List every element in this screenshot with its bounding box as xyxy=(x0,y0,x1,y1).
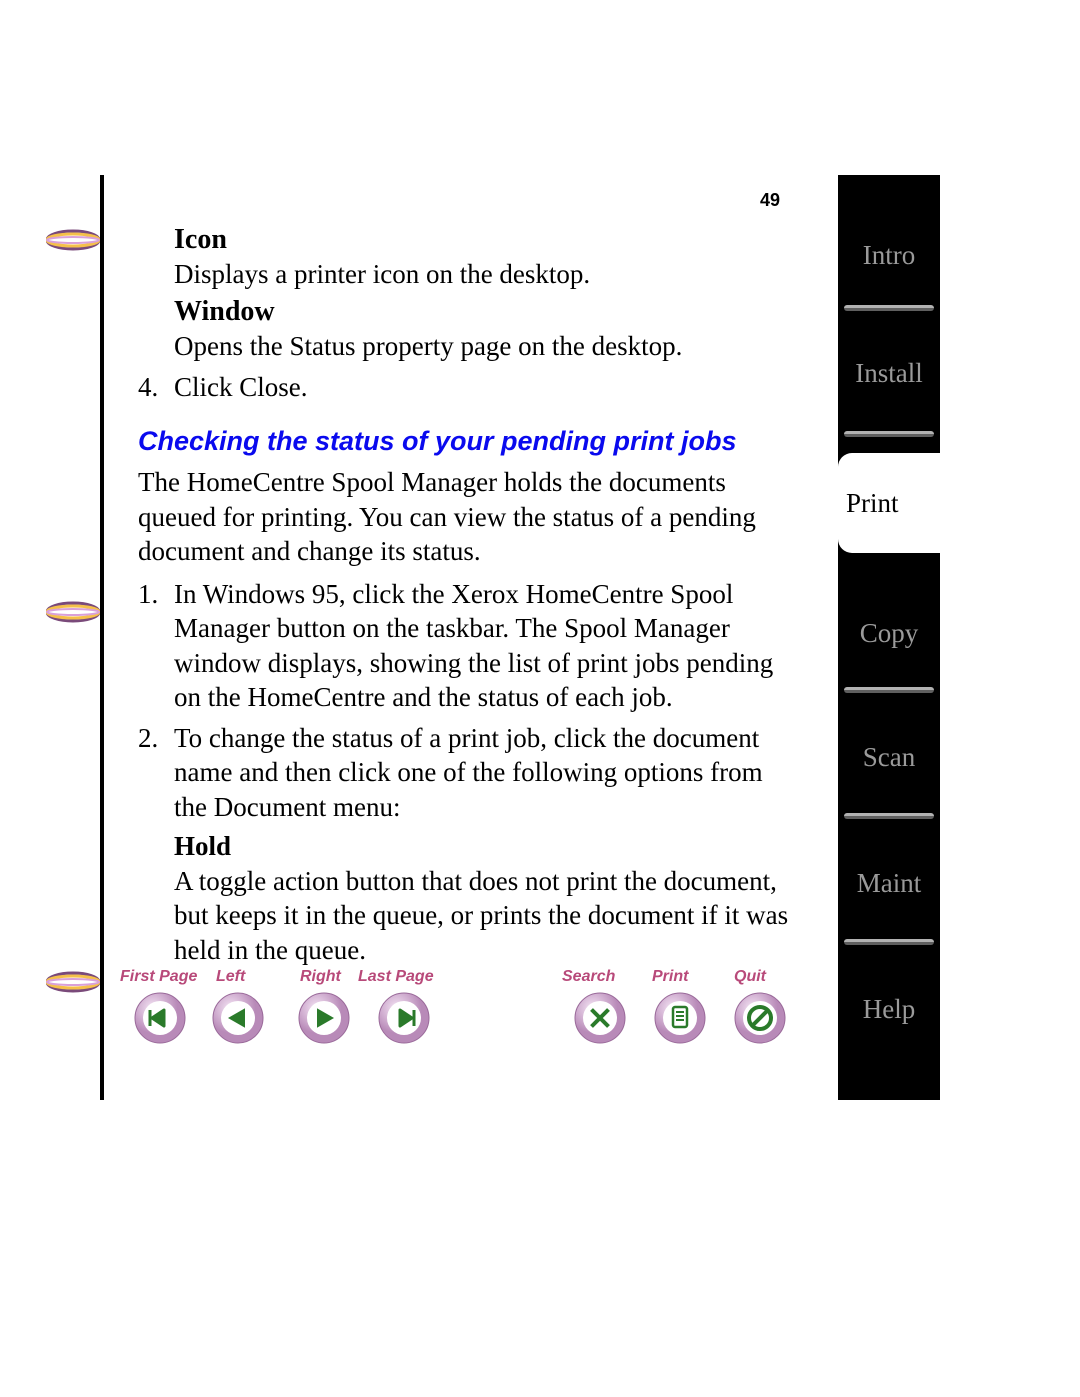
tab-maint[interactable]: Maint xyxy=(846,833,932,933)
tab-divider xyxy=(844,687,934,693)
step-4: 4. Click Close. xyxy=(138,370,798,405)
tab-help[interactable]: Help xyxy=(846,959,932,1059)
first-page-button[interactable] xyxy=(134,992,186,1044)
nav-label-search: Search xyxy=(562,968,615,986)
tab-print[interactable]: Print xyxy=(838,453,940,553)
page-number: 49 xyxy=(760,190,780,211)
term-icon-description: Displays a printer icon on the desktop. xyxy=(174,258,798,292)
nav-label-print: Print xyxy=(652,968,688,986)
binder-ring xyxy=(46,228,100,252)
nav-label-quit: Quit xyxy=(734,968,766,986)
nav-label-first-page: First Page xyxy=(120,968,197,986)
binder-ring xyxy=(46,600,100,624)
tab-divider xyxy=(844,813,934,819)
print-button[interactable] xyxy=(654,992,706,1044)
bottom-navigation: First Page Left Right Last Page Search P… xyxy=(120,968,820,1078)
term-hold-heading: Hold xyxy=(174,831,798,862)
quit-button[interactable] xyxy=(734,992,786,1044)
step-number: 2. xyxy=(138,721,174,825)
nav-label-left: Left xyxy=(216,968,245,986)
search-button[interactable] xyxy=(574,992,626,1044)
binder-spine-line xyxy=(100,175,104,1100)
last-page-button[interactable] xyxy=(378,992,430,1044)
section-title: Checking the status of your pending prin… xyxy=(138,426,798,457)
page-content: Icon Displays a printer icon on the desk… xyxy=(138,220,798,967)
binder-ring xyxy=(46,970,100,994)
numbered-step-1: 1. In Windows 95, click the Xerox HomeCe… xyxy=(138,577,798,715)
step-number: 1. xyxy=(138,577,174,715)
tab-scan[interactable]: Scan xyxy=(846,707,932,807)
term-hold-description: A toggle action button that does not pri… xyxy=(174,864,798,968)
numbered-step-2: 2. To change the status of a print job, … xyxy=(138,721,798,825)
nav-label-last-page: Last Page xyxy=(358,968,434,986)
term-window-description: Opens the Status property page on the de… xyxy=(174,330,798,364)
intro-paragraph: The HomeCentre Spool Manager holds the d… xyxy=(138,465,798,569)
step-number: 4. xyxy=(138,370,174,405)
tab-install[interactable]: Install xyxy=(846,323,932,423)
tab-divider xyxy=(844,939,934,945)
next-page-button[interactable] xyxy=(298,992,350,1044)
tab-intro[interactable]: Intro xyxy=(846,205,932,305)
prev-page-button[interactable] xyxy=(212,992,264,1044)
tab-divider xyxy=(844,431,934,437)
step-text: In Windows 95, click the Xerox HomeCentr… xyxy=(174,577,798,715)
step-text: To change the status of a print job, cli… xyxy=(174,721,798,825)
nav-label-right: Right xyxy=(300,968,341,986)
term-icon-heading: Icon xyxy=(174,224,798,256)
tab-copy[interactable]: Copy xyxy=(846,583,932,683)
side-tab-bar: Intro Install Print Copy Scan Maint Help xyxy=(838,175,940,1100)
term-window-heading: Window xyxy=(174,296,798,328)
step-text: Click Close. xyxy=(174,370,798,405)
tab-divider xyxy=(844,305,934,311)
